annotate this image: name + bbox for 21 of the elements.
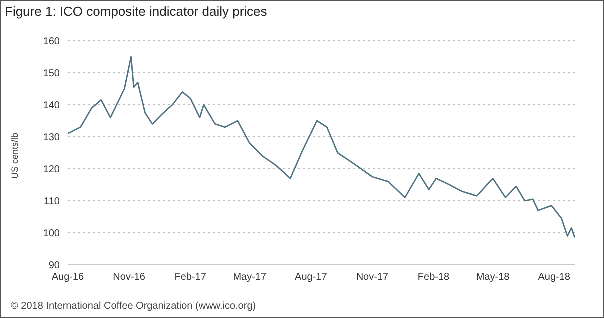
x-tick-label: Feb-18: [418, 272, 450, 284]
x-tick-label: Feb-17: [174, 272, 207, 284]
y-tick-label: 130: [43, 132, 60, 144]
y-tick-label: 160: [43, 36, 60, 48]
x-tick-label: Nov-16: [113, 272, 146, 284]
y-tick-label: 100: [43, 228, 60, 240]
y-tick-label: 90: [48, 260, 60, 272]
y-tick-label: 120: [43, 164, 60, 176]
y-tick-label: 150: [43, 68, 60, 80]
x-tick-label: May-17: [233, 272, 267, 284]
text: © 2018 International Coffee Organization (www.ico.org): [11, 301, 256, 312]
line-series: [68, 56, 575, 238]
y-tick-label: 110: [44, 196, 60, 208]
x-tick-label: Nov-17: [356, 272, 390, 284]
x-tick-label: May-18: [476, 272, 510, 284]
x-tick-label: Aug-17: [295, 272, 328, 284]
y-tick-label: 140: [43, 100, 60, 112]
y-axis-title: US cents/lb: [10, 132, 20, 180]
x-tick-label: Aug-18: [538, 272, 571, 284]
x-tick-label: Aug-16: [52, 272, 85, 284]
chart-title: Figure 1: ICO composite indicator daily prices: [5, 4, 268, 19]
